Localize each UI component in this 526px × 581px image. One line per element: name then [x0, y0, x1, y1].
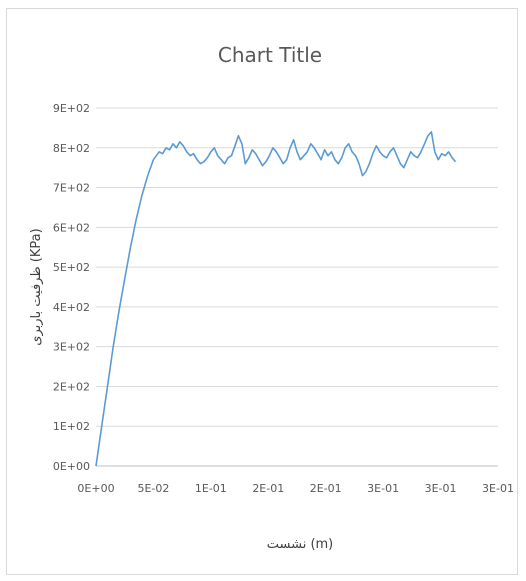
y-tick-label: 4E+02 [53, 301, 90, 314]
gridlines [96, 107, 498, 427]
y-tick-label: 9E+02 [53, 102, 90, 115]
x-tick-label: 3E-01 [482, 482, 514, 495]
y-tick-label: 6E+02 [53, 221, 90, 234]
chart-title: Chart Title [218, 43, 322, 67]
x-tick-label: 5E-02 [137, 482, 169, 495]
series-line [95, 131, 457, 467]
y-axis-label: ظرفیت باربری (KPa) [29, 228, 44, 345]
y-tick-label: 5E+02 [53, 261, 90, 274]
x-tick-label: 1E-01 [195, 482, 227, 495]
x-tick-label: 3E-01 [367, 482, 399, 495]
chart-frame [6, 8, 518, 575]
y-tick-label: 7E+02 [53, 182, 90, 195]
y-tick-label: 8E+02 [53, 142, 90, 155]
y-tick-label: 0E+00 [53, 460, 90, 473]
x-tick-label: 2E-01 [310, 482, 342, 495]
y-tick-label: 3E+02 [53, 341, 90, 354]
x-tick-label: 2E-01 [252, 482, 284, 495]
x-tick-label: 3E-01 [425, 482, 457, 495]
x-axis-label: نشست (m) [267, 537, 334, 552]
y-tick-label: 1E+02 [53, 420, 90, 433]
y-tick-label: 2E+02 [53, 380, 90, 393]
x-axis-ticks: 0E+00 5E-02 1E-01 2E-01 2E-01 3E-01 3E-01 3E-01 [77, 482, 514, 495]
y-axis-ticks: 0E+00 1E+02 2E+02 3E+02 4E+02 5E+02 6E+02 7E+02… [53, 102, 90, 473]
x-tick-label: 0E+00 [77, 482, 114, 495]
